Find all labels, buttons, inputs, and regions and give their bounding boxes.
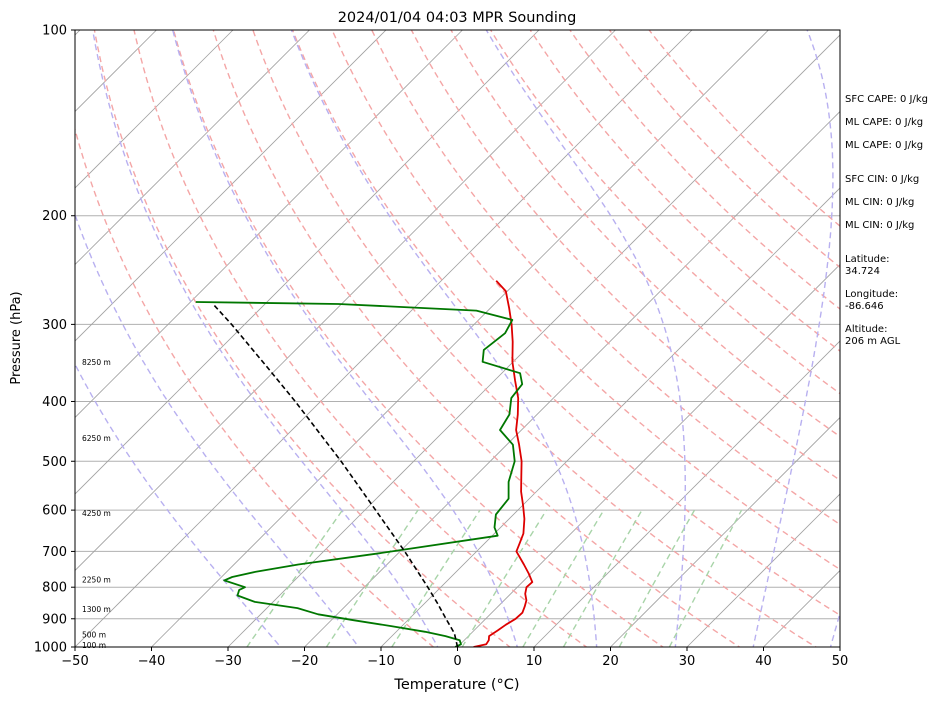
y-tick-label: 300 xyxy=(42,318,67,333)
latitude-value: 34.724 xyxy=(845,266,880,277)
ml-cape-text-2: ML CAPE: 0 J/kg xyxy=(845,140,923,151)
y-tick-label: 500 xyxy=(42,455,67,470)
sfc-cin-text: SFC CIN: 0 J/kg xyxy=(845,174,919,185)
x-tick-label: 20 xyxy=(602,654,619,669)
altitude-label: Altitude: xyxy=(845,324,887,335)
x-tick-label: −30 xyxy=(214,654,241,669)
x-tick-label: 10 xyxy=(526,654,543,669)
altitude-marker-label: 500 m xyxy=(82,631,106,640)
altitude-value: 206 m AGL xyxy=(845,336,901,347)
latitude-label: Latitude: xyxy=(845,254,890,265)
x-tick-label: 0 xyxy=(453,654,461,669)
y-tick-label: 800 xyxy=(42,581,67,596)
longitude-label: Longitude: xyxy=(845,289,898,300)
longitude-value: -86.646 xyxy=(845,301,884,312)
y-tick-label: 400 xyxy=(42,395,67,410)
x-tick-label: −40 xyxy=(138,654,165,669)
altitude-marker-label: 4250 m xyxy=(82,509,111,518)
y-tick-label: 1000 xyxy=(34,641,67,656)
y-tick-label: 100 xyxy=(42,24,67,39)
sfc-cape-text: SFC CAPE: 0 J/kg xyxy=(845,94,928,105)
x-tick-label: 40 xyxy=(755,654,772,669)
y-tick-label: 200 xyxy=(42,209,67,224)
chart-title: 2024/01/04 04:03 MPR Sounding xyxy=(338,10,577,26)
altitude-marker-label: 8250 m xyxy=(82,358,111,367)
altitude-marker-label: 6250 m xyxy=(82,434,111,443)
ml-cin-text-2: ML CIN: 0 J/kg xyxy=(845,220,914,231)
x-tick-label: 50 xyxy=(832,654,849,669)
x-tick-label: −20 xyxy=(291,654,318,669)
x-tick-label: −10 xyxy=(367,654,394,669)
x-axis-label: Temperature (°C) xyxy=(393,677,519,693)
x-tick-label: −50 xyxy=(61,654,88,669)
y-tick-label: 700 xyxy=(42,545,67,560)
altitude-marker-label: 1300 m xyxy=(82,605,111,614)
y-axis-label: Pressure (hPa) xyxy=(9,291,24,384)
y-tick-label: 600 xyxy=(42,504,67,519)
ml-cin-text: ML CIN: 0 J/kg xyxy=(845,197,914,208)
altitude-marker-label: 2250 m xyxy=(82,576,111,585)
y-tick-label: 900 xyxy=(42,612,67,627)
ml-cape-text: ML CAPE: 0 J/kg xyxy=(845,117,923,128)
altitude-marker-label: 100 m xyxy=(82,641,106,650)
x-tick-label: 30 xyxy=(679,654,696,669)
